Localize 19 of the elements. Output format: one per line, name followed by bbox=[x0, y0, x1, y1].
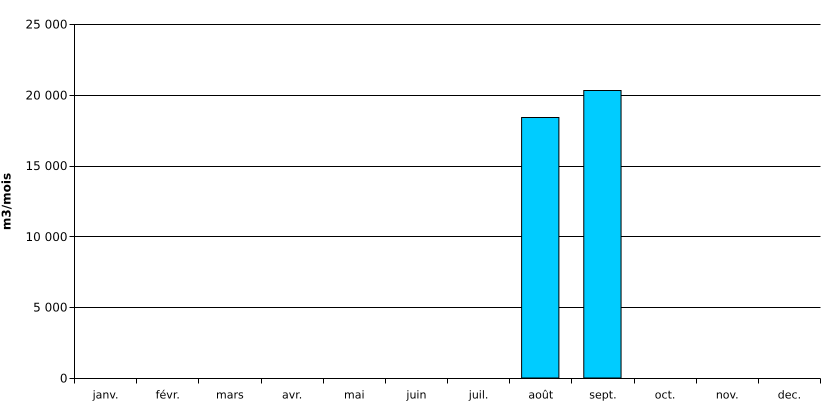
x-tick-label: janv. bbox=[92, 388, 119, 402]
y-tick-label: 25 000 bbox=[26, 18, 68, 32]
y-tick-label: 10 000 bbox=[26, 230, 68, 244]
y-tick-label: 20 000 bbox=[26, 88, 68, 102]
x-tick-label: févr. bbox=[156, 388, 180, 402]
y-tick-label: 15 000 bbox=[26, 159, 68, 174]
x-tick-label: mai bbox=[344, 388, 365, 402]
y-tick-label: 0 bbox=[60, 372, 68, 386]
x-tick-label: juil. bbox=[468, 388, 488, 402]
x-tick-label: juin bbox=[405, 388, 426, 402]
x-tick-label: dec. bbox=[778, 388, 802, 402]
y-axis-title: m3/mois bbox=[0, 172, 14, 230]
y-tick-label: 5 000 bbox=[33, 300, 68, 315]
x-tick-label: août bbox=[528, 388, 554, 402]
x-tick-label: mars bbox=[216, 388, 244, 402]
x-tick-label: sept. bbox=[589, 388, 617, 402]
x-tick-label: avr. bbox=[282, 388, 302, 402]
x-tick-label: oct. bbox=[654, 388, 676, 402]
x-tick-label: nov. bbox=[716, 388, 739, 402]
